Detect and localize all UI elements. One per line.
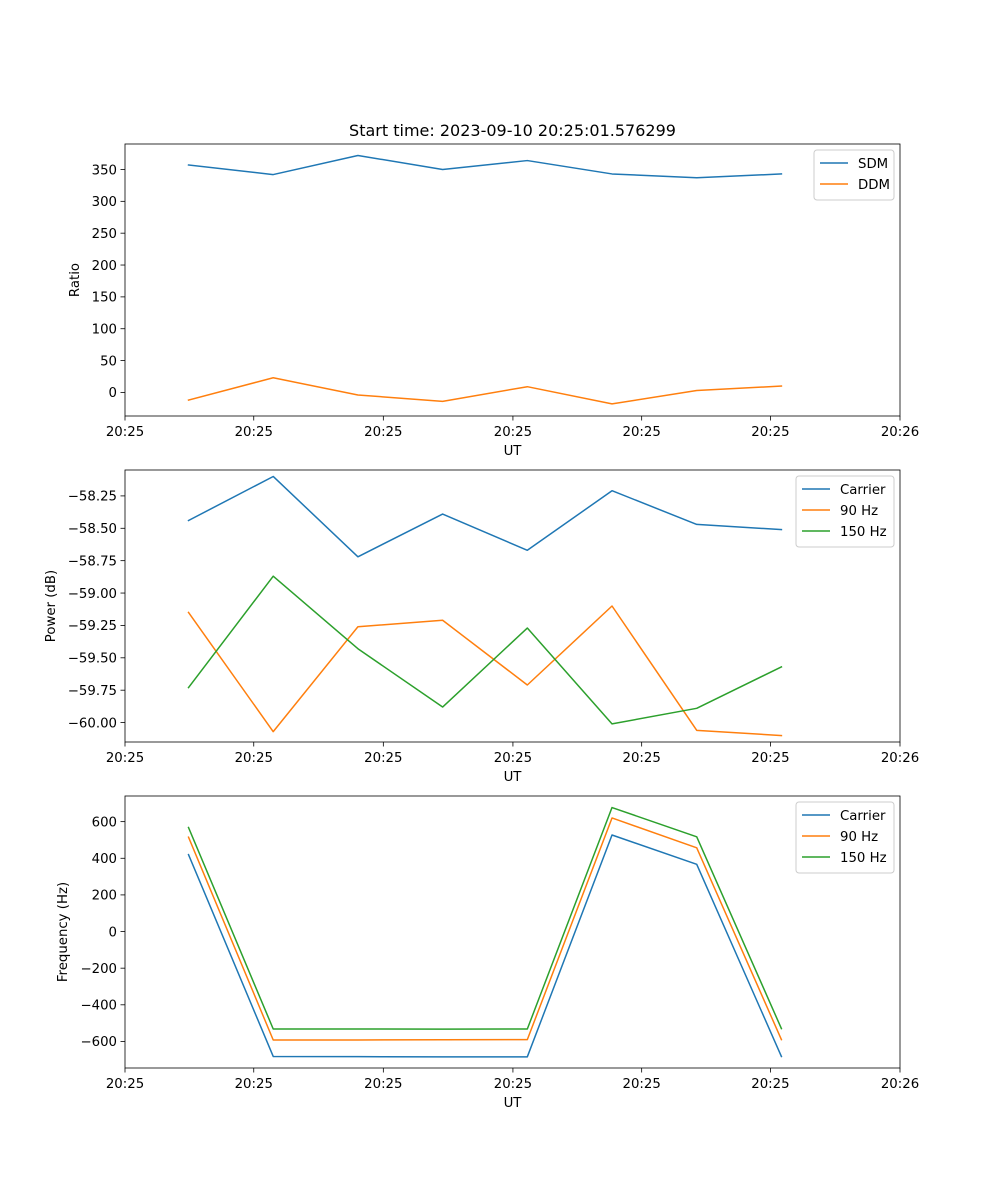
y-tick-label: 50 <box>100 354 117 369</box>
y-axis-label: Ratio <box>68 263 83 297</box>
plot-area <box>125 144 900 416</box>
x-tick-label: 20:25 <box>106 1077 144 1092</box>
x-tick-label: 20:25 <box>751 1077 789 1092</box>
x-tick-label: 20:25 <box>235 751 273 766</box>
chart-panel-1: 20:25 20:25 20:25 20:25 20:25 20:25 20:26 0 50 10… <box>68 143 919 459</box>
x-tick-label: 20:25 <box>235 425 273 440</box>
y-tick-label: −59.00 <box>68 587 117 602</box>
y-tick-label: 200 <box>92 889 117 904</box>
y-tick-label: −59.50 <box>68 652 117 667</box>
axes-frame <box>124 143 901 417</box>
x-tick-label: 20:25 <box>623 1077 661 1092</box>
plot-area <box>125 796 900 1068</box>
y-axis-label: Frequency (Hz) <box>56 882 71 982</box>
x-tick-label: 20:25 <box>623 425 661 440</box>
chart-panel-2: 20:25 20:25 20:25 20:25 20:25 20:25 20:26 −60.0… <box>44 469 919 785</box>
series-line-carrier <box>187 475 783 558</box>
panels: 20:25 20:25 20:25 20:25 20:25 20:25 20:26 0 50 10… <box>44 143 919 1111</box>
y-tick-label: −58.50 <box>68 522 117 537</box>
legend-label: Carrier <box>840 809 886 824</box>
x-tick-label: 20:25 <box>751 425 789 440</box>
x-tick-label: 20:26 <box>881 751 919 766</box>
legend-label: 150 Hz <box>840 525 887 540</box>
y-tick-label: −600 <box>80 1035 117 1050</box>
y-tick-label: −58.25 <box>68 490 117 505</box>
x-tick-label: 20:25 <box>494 425 532 440</box>
y-tick-label: 0 <box>109 386 117 401</box>
legend-label: DDM <box>858 178 890 193</box>
series-line-ddm <box>187 377 783 405</box>
legend-label: Carrier <box>840 483 886 498</box>
series-line-sdm <box>187 154 783 179</box>
y-tick-label: −200 <box>80 962 117 977</box>
legend-box <box>795 475 895 548</box>
legend-label: SDM <box>858 157 888 172</box>
y-tick-label: 250 <box>92 227 117 242</box>
series-line-90-hz <box>187 817 783 1041</box>
y-tick-label: 200 <box>92 259 117 274</box>
series-line-carrier <box>187 834 783 1058</box>
x-axis-label: UT <box>504 444 523 459</box>
x-tick-label: 20:25 <box>364 751 402 766</box>
legend-label: 90 Hz <box>840 504 878 519</box>
x-tick-label: 20:25 <box>751 751 789 766</box>
y-tick-label: −59.25 <box>68 619 117 634</box>
y-tick-label: 350 <box>92 163 117 178</box>
y-tick-label: 400 <box>92 852 117 867</box>
plot-area <box>125 470 900 742</box>
y-tick-label: 150 <box>92 291 117 306</box>
x-tick-label: 20:25 <box>235 1077 273 1092</box>
x-tick-label: 20:26 <box>881 425 919 440</box>
x-tick-label: 20:25 <box>106 425 144 440</box>
y-tick-label: −59.75 <box>68 684 117 699</box>
x-tick-label: 20:26 <box>881 1077 919 1092</box>
legend: Carrier 90 Hz 150 Hz <box>795 801 895 874</box>
legend-label: 150 Hz <box>840 851 887 866</box>
legend-label: 90 Hz <box>840 830 878 845</box>
axes-frame <box>124 795 901 1069</box>
axes-frame <box>124 469 901 743</box>
x-tick-label: 20:25 <box>364 425 402 440</box>
legend: SDM DDM <box>813 149 895 201</box>
x-tick-label: 20:25 <box>494 1077 532 1092</box>
x-tick-label: 20:25 <box>623 751 661 766</box>
y-tick-label: 100 <box>92 323 117 338</box>
y-tick-label: −400 <box>80 999 117 1014</box>
series-line-150-hz <box>187 806 783 1030</box>
y-tick-label: 300 <box>92 195 117 210</box>
y-tick-label: 0 <box>109 925 117 940</box>
y-tick-label: 600 <box>92 815 117 830</box>
legend-box <box>795 801 895 874</box>
y-tick-label: −60.00 <box>68 716 117 731</box>
y-axis-label: Power (dB) <box>44 570 59 642</box>
x-tick-label: 20:25 <box>364 1077 402 1092</box>
x-tick-label: 20:25 <box>494 751 532 766</box>
x-tick-label: 20:25 <box>106 751 144 766</box>
x-axis-label: UT <box>504 770 523 785</box>
series-line-90-hz <box>187 605 783 737</box>
series-line-150-hz <box>187 575 783 725</box>
y-tick-label: −58.75 <box>68 554 117 569</box>
x-axis-label: UT <box>504 1096 523 1111</box>
legend: Carrier 90 Hz 150 Hz <box>795 475 895 548</box>
chart-panel-3: 20:25 20:25 20:25 20:25 20:25 20:25 20:26 −600 −… <box>56 795 919 1111</box>
figure-title: Start time: 2023-09-10 20:25:01.576299 <box>349 121 676 140</box>
